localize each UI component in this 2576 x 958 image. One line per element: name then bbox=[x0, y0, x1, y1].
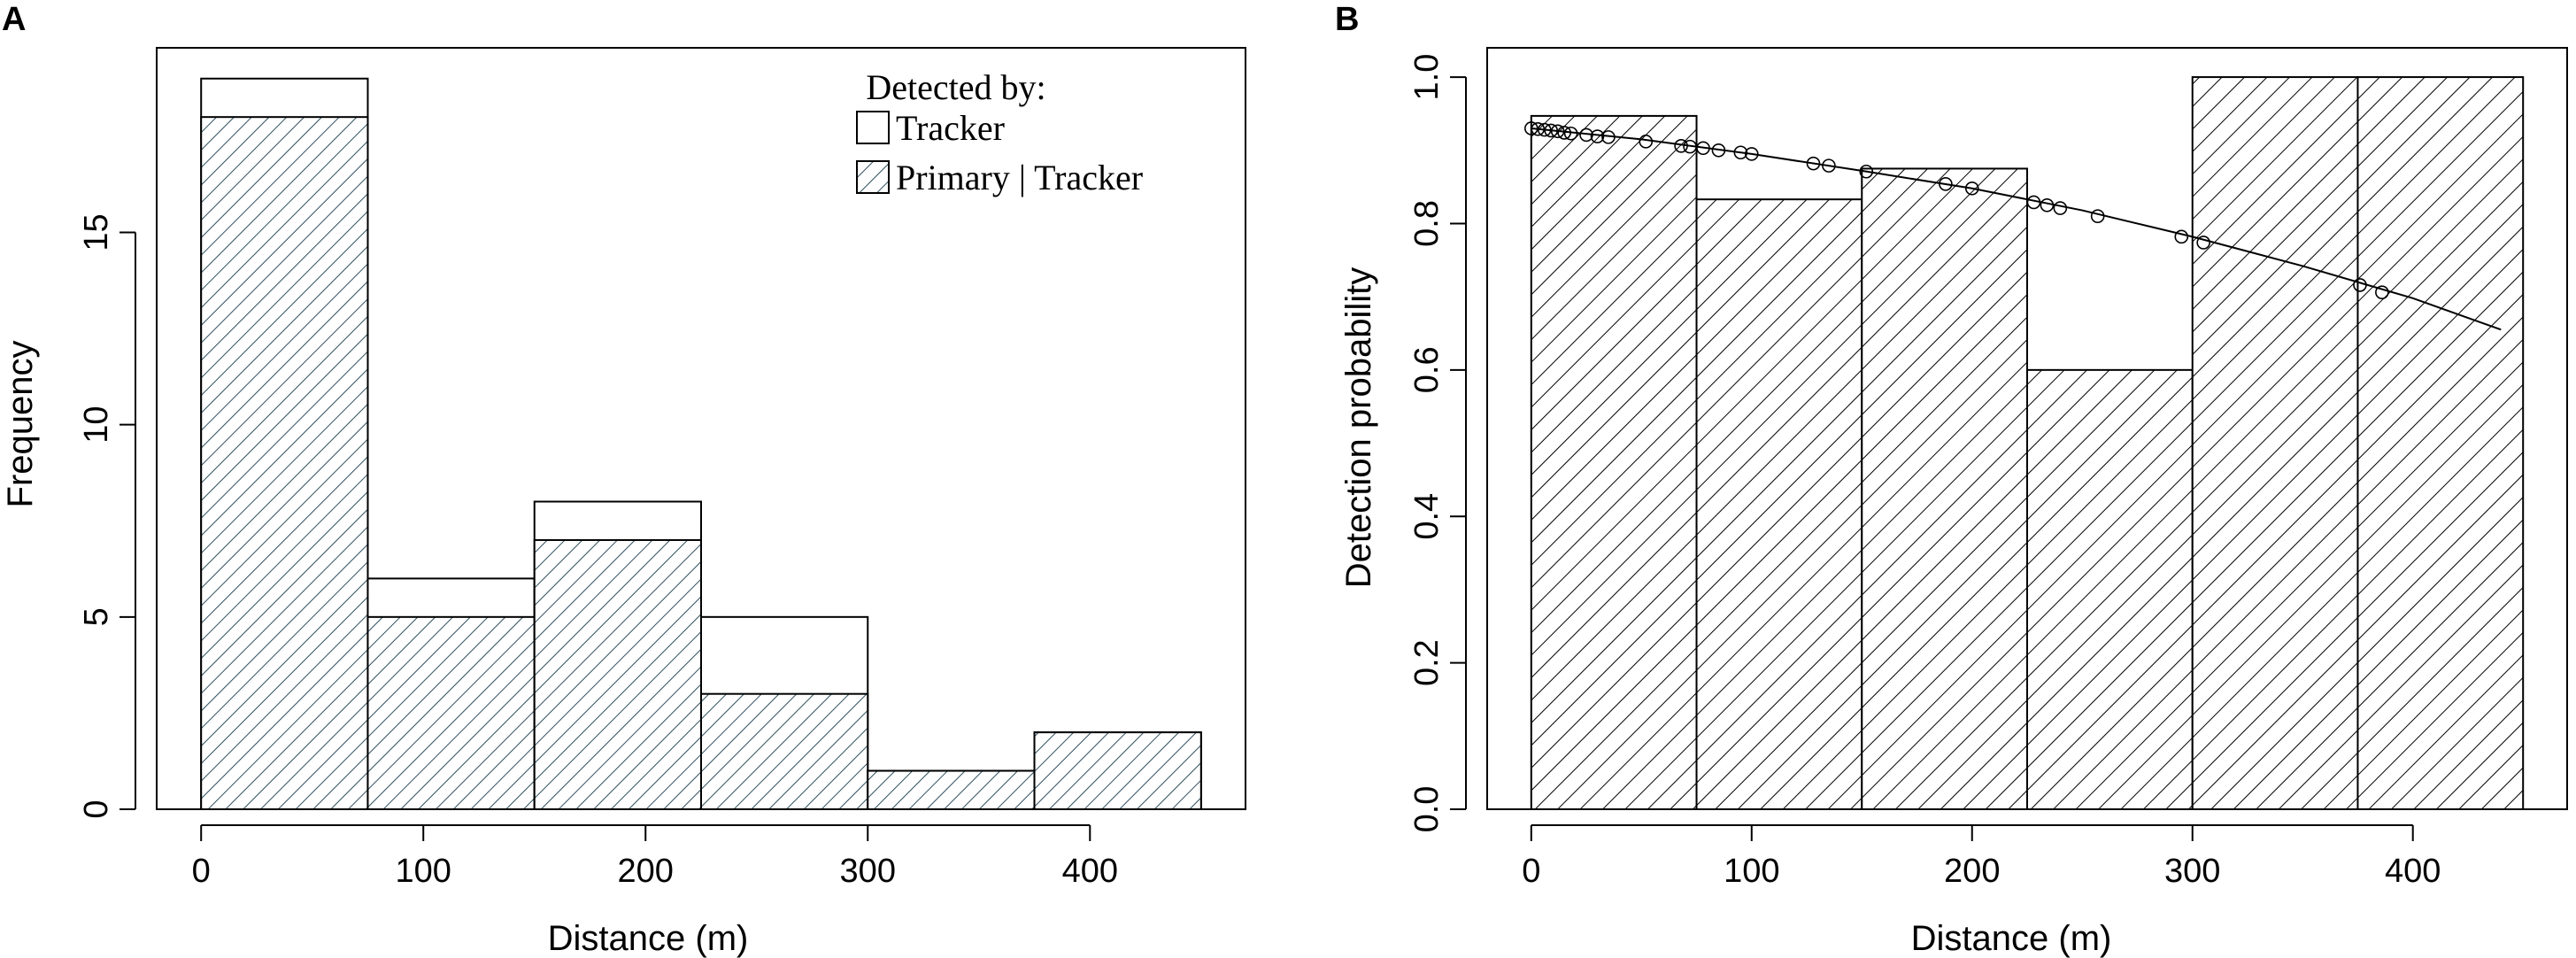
x-axis-a: 0 100 200 300 400 bbox=[192, 824, 1118, 890]
legend-swatch-primary-tracker bbox=[856, 160, 890, 194]
x-tick-label: 100 bbox=[1724, 853, 1779, 890]
y-tick-label: 0.6 bbox=[1408, 346, 1446, 393]
data-point bbox=[2353, 278, 2367, 292]
x-tick-label: 100 bbox=[396, 853, 451, 890]
x-tick-label: 300 bbox=[840, 853, 896, 890]
data-point bbox=[2026, 195, 2041, 210]
data-point bbox=[1683, 139, 1697, 154]
x-tick-label: 300 bbox=[2164, 853, 2220, 890]
data-point bbox=[1859, 164, 1874, 179]
data-point bbox=[1563, 126, 1578, 141]
y-tick-label: 0.8 bbox=[1408, 200, 1446, 247]
data-point bbox=[1550, 124, 1565, 139]
data-point bbox=[1579, 127, 1593, 143]
legend-title: Detected by: bbox=[866, 67, 1045, 107]
data-point bbox=[1696, 141, 1710, 156]
bars-a bbox=[200, 77, 1202, 811]
y-tick-label: 1.0 bbox=[1408, 54, 1446, 101]
legend-entry-primary-tracker: Primary | Tracker bbox=[896, 158, 1143, 197]
bar-detection-probability bbox=[1861, 167, 2029, 810]
data-point bbox=[2040, 197, 2055, 212]
legend-entry-tracker: Tracker bbox=[896, 108, 1005, 148]
data-point bbox=[2174, 229, 2189, 244]
data-point bbox=[1639, 135, 1654, 149]
x-axis-label-b: Distance (m) bbox=[1911, 919, 2112, 958]
x-tick-label: 200 bbox=[1944, 853, 2000, 890]
data-point bbox=[1537, 122, 1552, 137]
bar-primary-tracker bbox=[533, 538, 702, 810]
data-point bbox=[1744, 147, 1759, 161]
y-axis-b: 0.0 0.2 0.4 0.6 0.8 1.0 bbox=[1408, 54, 1467, 833]
data-point bbox=[1531, 121, 1546, 136]
data-point bbox=[1733, 145, 1748, 160]
bar-primary-tracker bbox=[700, 692, 869, 810]
bar-detection-probability bbox=[2191, 76, 2359, 811]
data-point bbox=[1601, 130, 1616, 144]
y-tick-label: 15 bbox=[78, 213, 115, 251]
data-point bbox=[1711, 143, 1726, 158]
y-tick-label: 0.0 bbox=[1408, 786, 1446, 833]
data-point bbox=[1822, 158, 1836, 173]
y-tick-label: 10 bbox=[78, 406, 115, 444]
y-tick-label: 5 bbox=[78, 607, 115, 626]
legend-a: Detected by: Tracker Primary | Tracker bbox=[856, 67, 1143, 197]
bar-detection-probability bbox=[1695, 198, 1863, 810]
histogram-panel-b: 0 100 200 300 400 0.0 0.2 0.4 0.6 0.8 1.0 Distanc… bbox=[1339, 47, 2568, 958]
x-tick-label: 0 bbox=[192, 853, 211, 890]
data-point bbox=[1964, 181, 1979, 196]
x-axis-b: 0 100 200 300 400 bbox=[1522, 824, 2441, 890]
y-tick-label: 0 bbox=[78, 800, 115, 818]
bar-primary-tracker bbox=[366, 615, 536, 811]
x-tick-label: 200 bbox=[618, 853, 674, 890]
bar-primary-tracker bbox=[1033, 731, 1202, 810]
x-tick-label: 400 bbox=[2385, 853, 2441, 890]
data-point bbox=[1544, 123, 1559, 138]
y-tick-label: 0.2 bbox=[1408, 639, 1446, 686]
data-point bbox=[2090, 209, 2105, 223]
data-point bbox=[1939, 177, 1953, 191]
data-point bbox=[1674, 139, 1688, 153]
legend-swatch-tracker bbox=[856, 111, 890, 144]
data-point bbox=[2196, 236, 2210, 250]
y-axis-a: 0 5 10 15 bbox=[78, 213, 136, 819]
histogram-panel-a: 0 100 200 300 400 0 5 10 15 Distance (m) Freque… bbox=[1, 47, 1246, 958]
detection-points bbox=[1523, 121, 2389, 299]
bar-detection-probability bbox=[1530, 114, 1698, 810]
x-tick-label: 0 bbox=[1522, 853, 1540, 890]
bar-primary-tracker bbox=[200, 116, 369, 810]
bar-detection-probability bbox=[2026, 368, 2194, 810]
bar-primary-tracker bbox=[867, 769, 1036, 811]
panel-label-b: B bbox=[1335, 1, 1359, 38]
panel-label-a: A bbox=[2, 1, 26, 38]
data-point bbox=[1557, 126, 1571, 140]
y-tick-label: 0.4 bbox=[1408, 493, 1446, 540]
data-point bbox=[1806, 156, 1821, 171]
data-point bbox=[2053, 201, 2068, 215]
y-axis-label-b: Detection probability bbox=[1339, 267, 1378, 588]
x-tick-label: 400 bbox=[1062, 853, 1118, 890]
data-point bbox=[2375, 285, 2389, 299]
x-axis-label-a: Distance (m) bbox=[548, 919, 749, 958]
data-point bbox=[1590, 129, 1605, 143]
bar-detection-probability bbox=[2356, 76, 2525, 811]
y-axis-label-a: Frequency bbox=[1, 341, 40, 508]
data-point bbox=[1523, 121, 1539, 135]
bars-b bbox=[1530, 76, 2525, 811]
